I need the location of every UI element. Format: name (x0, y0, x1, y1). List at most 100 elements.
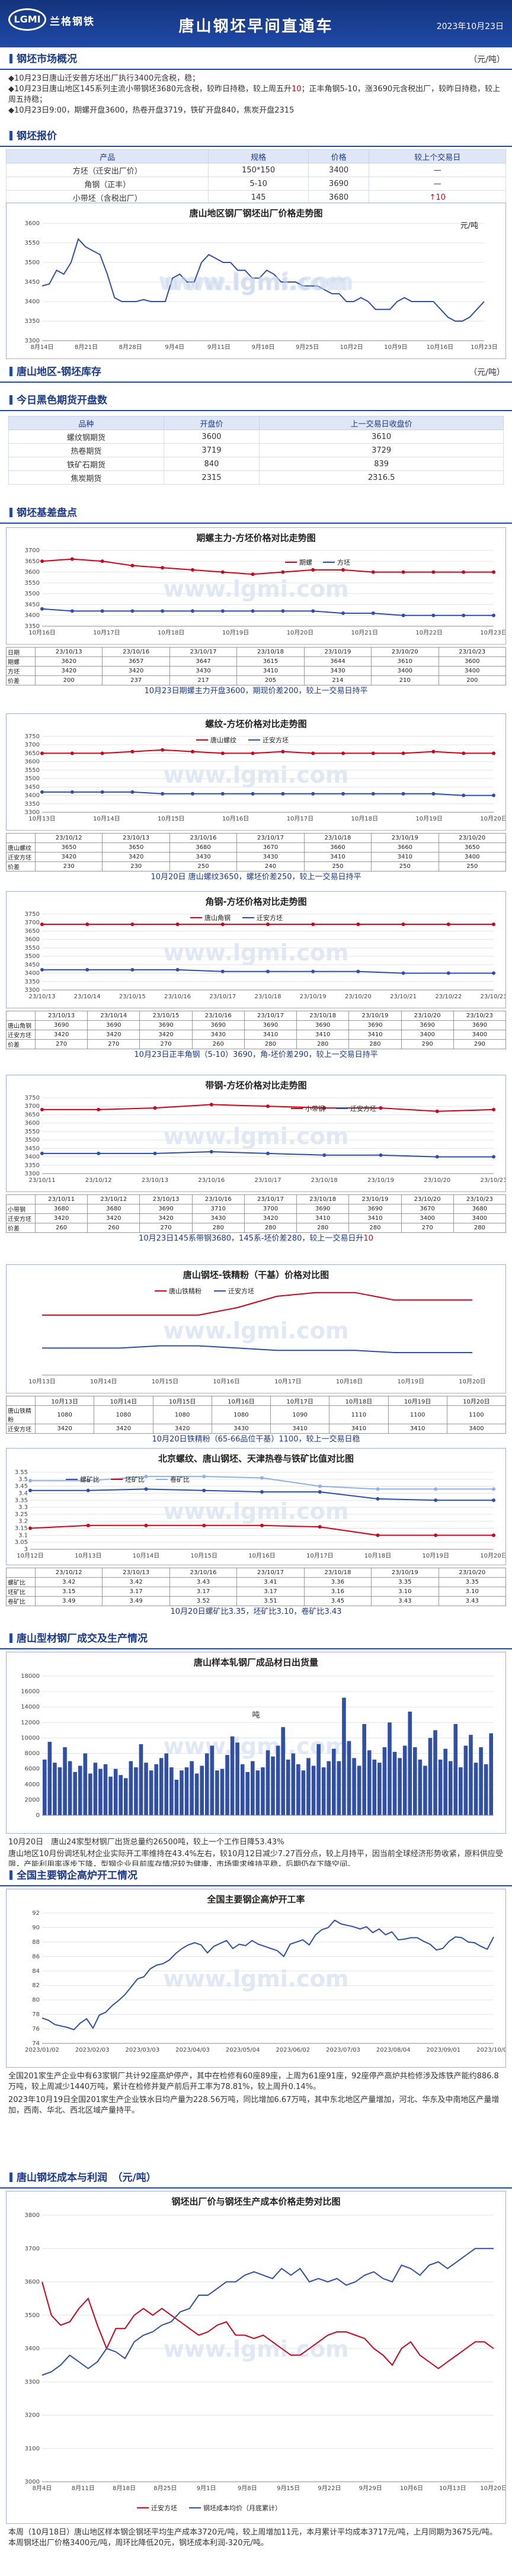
bar (276, 1745, 280, 1815)
y-tick-label: 3300 (25, 338, 40, 344)
y-axis-unit: 元/吨 (460, 222, 478, 230)
x-tick-label: 2023/04/03 (175, 2047, 210, 2053)
line-chart: www.lgmi.com3300335034003450350035503600… (25, 220, 498, 351)
table-cell: 23/10/18 (236, 647, 305, 657)
table-row: 小带坯（含税出厂） 145 3680 ↑10 (5, 190, 506, 204)
x-tick-label: 10月12日 (17, 1552, 43, 1559)
data-point (266, 922, 270, 927)
table-row: 角钢（正丰） 5-10 3690— (5, 177, 506, 191)
table-cell: 3700 (244, 1204, 297, 1214)
data-point (40, 1107, 44, 1111)
x-tick-label: 10月9日 (384, 344, 407, 351)
table-cell: 3690 (296, 1020, 350, 1030)
table-cell: 3400 (401, 1213, 454, 1223)
table-cell: 250 (371, 861, 439, 872)
legend-label: 唐山螺纹 (210, 736, 236, 744)
table-cell: 3420 (34, 1030, 88, 1040)
bar (352, 1758, 356, 1815)
data-table: 23/10/12 23/10/13 23/10/16 23/10/17 23/10/18… (6, 833, 507, 872)
x-tick-label: 9月1日 (197, 2485, 216, 2492)
data-point (322, 1106, 327, 1110)
table-cell: 23/10/20 (401, 1011, 454, 1021)
x-tick-label: 10月18日 (158, 629, 184, 636)
table-cell: 3690 (34, 1020, 88, 1030)
data-point (191, 568, 194, 572)
table-cell: 唐山螺纹 (6, 842, 36, 853)
line-chart: 全国主要钢企高炉开工率 www.lgmi.com 74 76 78 80 82 84 86 88 9… (25, 1894, 511, 2053)
table-row: 螺矿比 3.42 3.42 3.43 3.41 3.36 3.35 3.35 (6, 1577, 507, 1587)
chart-caption: 10月20日螺矿比3.35，坯矿比3.10，卷矿比3.43 (170, 1607, 342, 1616)
futures-section: 今日黑色期货开盘数 品种 开盘价 上一交易日收盘价 螺纹钢期货 3600 3610 热卷… (0, 391, 512, 489)
table-cell: 唐山角钢 (6, 1020, 36, 1030)
bar (47, 1741, 52, 1815)
data-point (492, 1498, 495, 1502)
data-point (40, 559, 44, 563)
x-tick-label: 8月11日 (72, 2485, 95, 2492)
data-point (130, 790, 135, 794)
bar (119, 1775, 123, 1815)
table-cell: 3.41 (236, 1577, 305, 1587)
table-cell: 3.51 (236, 1596, 305, 1606)
data-point (251, 751, 255, 755)
line-chart: 期螺主力-方坯价格对比走势图 www.lgmi.com 3350 3400 3450 35… (25, 533, 507, 636)
data-point (175, 922, 180, 927)
table-cell: 价差 (6, 861, 36, 872)
chart-caption: 10月23日期螺主力开盘3600，期现价差200，较上一交易日持平 (144, 687, 368, 696)
table-row: 23/10/13 23/10/14 23/10/15 23/10/16 23/10/17… (6, 1011, 507, 1021)
table-cell: 10月17日 (270, 1396, 330, 1406)
series-line (42, 1292, 472, 1316)
x-tick-label: 10月20日 (459, 1378, 485, 1385)
data-point (40, 1151, 44, 1155)
x-tick-label: 10月20日 (480, 1552, 505, 1559)
x-tick-label: 8月25日 (153, 2485, 177, 2492)
table-cell: 23/10/17 (244, 1011, 297, 1021)
x-tick-label: 10月13日 (75, 1552, 101, 1559)
table-cell: 23/10/17 (244, 1194, 297, 1204)
y-tick-label: 3600 (25, 569, 40, 576)
table-cell: 3410 (244, 1030, 297, 1040)
data-point (401, 751, 405, 755)
table-cell: 3420 (34, 666, 103, 676)
blast-furnace-section: 全国主要钢企高炉开工情况 全国主要钢企高炉开工率 www.lgmi.com 74 76… (0, 1866, 512, 2116)
y-tick-label: 12000 (21, 1719, 40, 1726)
x-tick-label: 9月11日 (207, 344, 231, 351)
data-point (492, 751, 495, 755)
bar (418, 1760, 423, 1815)
legend-label: 钢坯成本均价（月底累计） (203, 2504, 281, 2512)
legend-label: 迁安方坯 (257, 914, 283, 922)
data-point (260, 1476, 264, 1480)
x-tick-label: 23/10/12 (85, 1177, 112, 1184)
table-cell: 3420 (139, 1213, 193, 1223)
data-point (202, 1523, 206, 1527)
data-point (251, 792, 255, 796)
table-cell: 3.42 (34, 1577, 103, 1587)
table-cell: 3657 (102, 656, 170, 667)
data-table: 23/10/13 23/10/14 23/10/15 23/10/16 23/10/17… (6, 1011, 507, 1049)
bar (291, 1753, 296, 1815)
series-line (41, 608, 494, 616)
table-cell: 23/10/13 (102, 833, 170, 843)
y-tick-label: 3550 (25, 240, 40, 246)
paragraph: 本周（10月18日）唐山地区样本钢企钢坯平均生产成本3720元/吨，较上周增加1… (8, 2528, 498, 2548)
data-table: 日期 23/10/13 23/10/16 23/10/17 23/10/18 23/10/… (6, 647, 507, 685)
data-point (40, 790, 44, 794)
table-cell: 10月14日 (94, 1396, 153, 1406)
x-tick-label: 2023/01/02 (25, 2047, 59, 2053)
market-overview-section: 钢坯市场概况 （元/吨） ◆10月23日唐山迁安普方坯出厂执行3400元含税，稳；… (0, 50, 512, 116)
table-row: 焦炭期货 2315 2316.5 (8, 470, 504, 485)
x-tick-label: 23/10/16 (198, 1177, 225, 1184)
bar (103, 1764, 108, 1815)
y-tick-label: 3650 (25, 750, 40, 757)
data-point (462, 751, 466, 755)
table-cell: 23/10/16 (102, 647, 170, 657)
x-tick-label: 2023/03/03 (126, 2047, 160, 2053)
data-point (431, 613, 436, 617)
table-cell: 期螺 (6, 656, 36, 667)
y-tick-label: 3 (24, 1546, 28, 1553)
data-point (318, 1490, 322, 1494)
table-cell: 3690 (348, 1204, 402, 1214)
bar (311, 1766, 316, 1815)
bar (321, 1767, 326, 1815)
data-point (153, 1151, 157, 1155)
table-cell: 23/10/23 (453, 1011, 507, 1021)
